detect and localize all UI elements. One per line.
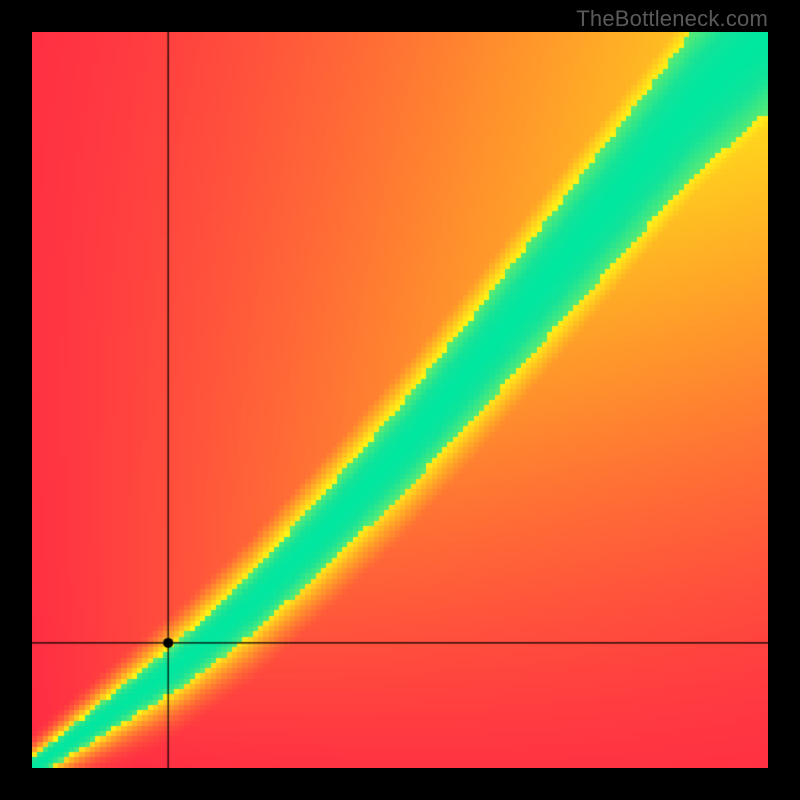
bottleneck-heatmap: [32, 32, 768, 768]
watermark-text: TheBottleneck.com: [576, 6, 768, 32]
chart-frame: TheBottleneck.com: [0, 0, 800, 800]
